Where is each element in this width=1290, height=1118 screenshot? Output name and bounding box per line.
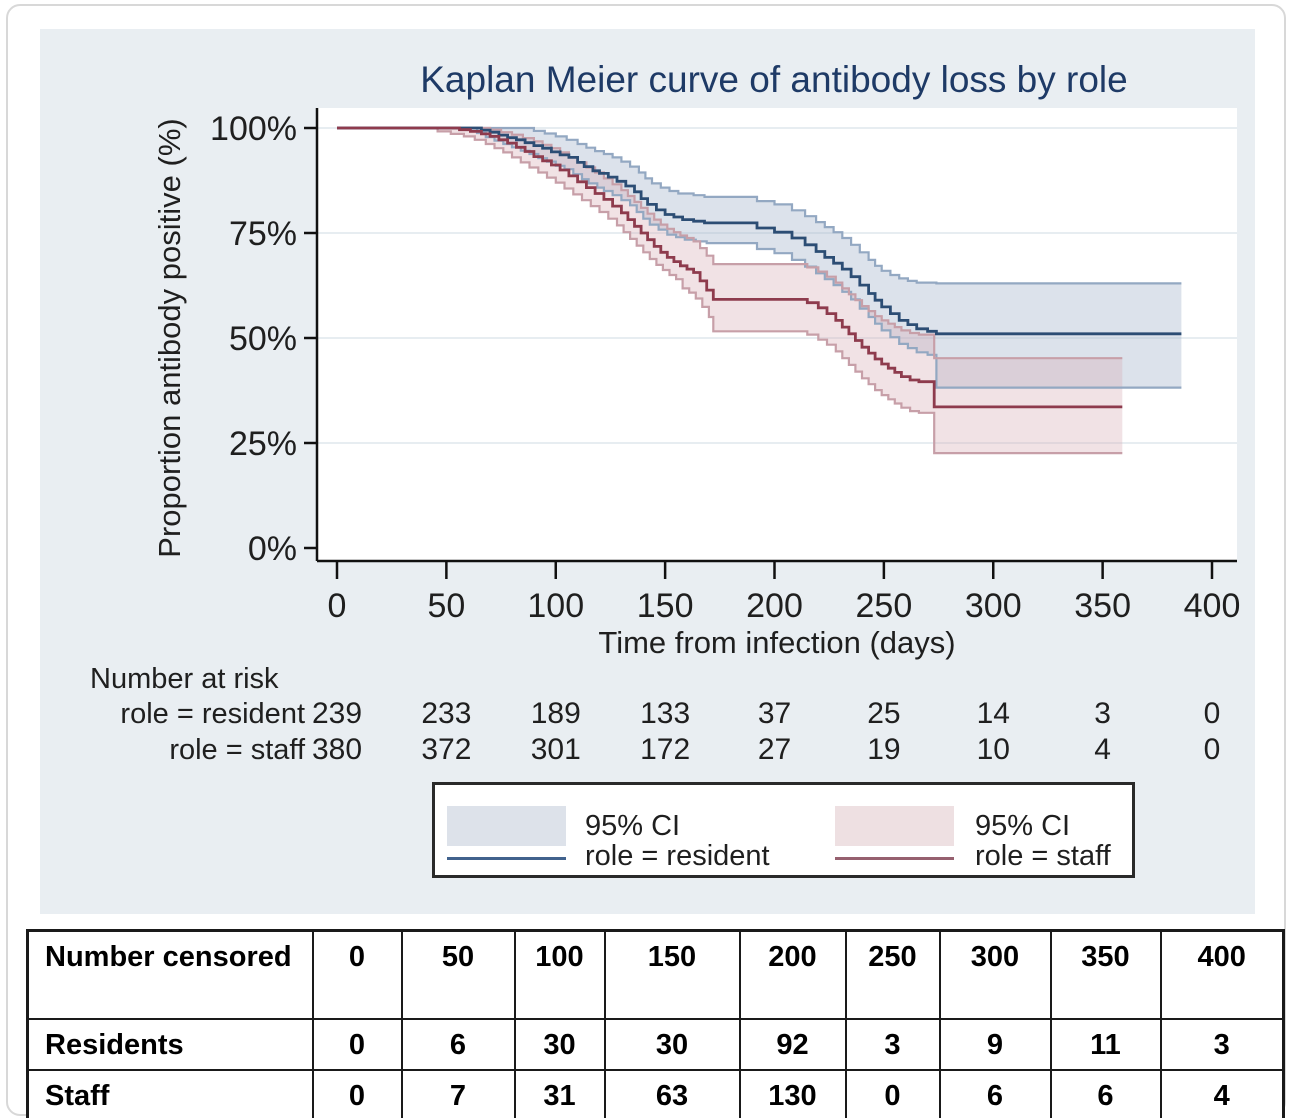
censored-col-header: 200 <box>738 929 847 1020</box>
at-risk-value: 0 <box>1204 733 1221 766</box>
censored-value-cell: 3 <box>1159 1017 1285 1072</box>
at-risk-value: 27 <box>758 733 791 766</box>
staff-ci-upper-edge <box>337 126 1123 360</box>
censored-value-cell: 0 <box>311 1069 403 1118</box>
censored-row-label: Residents <box>26 1017 314 1072</box>
at-risk-value: 372 <box>421 733 471 766</box>
number-censored-table: Number censored 0 50 100 150 200 250 300 350 400… <box>26 929 1285 1118</box>
censored-col-header: 250 <box>844 929 941 1020</box>
y-tick-label: 75% <box>229 215 297 253</box>
censored-row-residents: Residents 0 6 30 30 92 3 9 11 3 <box>26 1017 1285 1072</box>
x-tick-label: 300 <box>965 587 1022 625</box>
staff-km-line <box>337 126 1123 409</box>
at-risk-value: 3 <box>1094 697 1111 730</box>
at-risk-value: 133 <box>640 697 690 730</box>
at-risk-value: 19 <box>867 733 900 766</box>
y-tick-label: 100% <box>210 110 297 148</box>
censored-value-cell: 63 <box>603 1069 741 1118</box>
censored-value-cell: 6 <box>400 1017 516 1072</box>
x-tick-label: 100 <box>527 587 584 625</box>
x-tick-label: 150 <box>637 587 694 625</box>
censored-col-header: 0 <box>311 929 403 1020</box>
x-tick-label: 50 <box>427 587 465 625</box>
staff-ci-band <box>337 128 1123 454</box>
staff-line-swatch <box>835 857 954 860</box>
censored-corner-label: Number censored <box>26 929 314 1020</box>
x-tick-label: 400 <box>1184 587 1241 625</box>
censored-col-header: 300 <box>938 929 1052 1020</box>
staff-ci-label: 95% CI <box>975 810 1071 842</box>
censored-row-label: Staff <box>26 1069 314 1118</box>
chart-title: Kaplan Meier curve of antibody loss by r… <box>420 59 1127 100</box>
resident-line-label: role = resident <box>585 840 770 872</box>
censored-value-cell: 130 <box>738 1069 847 1118</box>
censored-value-cell: 4 <box>1159 1069 1285 1118</box>
censored-value-cell: 9 <box>938 1017 1052 1072</box>
censored-value-cell: 92 <box>738 1017 847 1072</box>
at-risk-value: 0 <box>1204 697 1221 730</box>
x-axis-label: Time from infection (days) <box>598 625 955 660</box>
x-tick-label: 200 <box>746 587 803 625</box>
censored-value-cell: 0 <box>311 1017 403 1072</box>
censored-value-cell: 6 <box>1049 1069 1162 1118</box>
at-risk-value: 380 <box>312 733 362 766</box>
censored-value-cell: 30 <box>603 1017 741 1072</box>
resident-ci-label: 95% CI <box>585 810 681 842</box>
at-risk-value: 10 <box>977 733 1010 766</box>
resident-ci-upper-edge <box>337 126 1182 285</box>
censored-row-staff: Staff 0 7 31 63 130 0 6 6 4 <box>26 1069 1285 1118</box>
censored-value-cell: 30 <box>513 1017 606 1072</box>
censored-col-header: 100 <box>513 929 606 1020</box>
censored-value-cell: 3 <box>844 1017 941 1072</box>
censored-value-cell: 11 <box>1049 1017 1162 1072</box>
at-risk-value: 25 <box>867 697 900 730</box>
at-risk-value: 37 <box>758 697 791 730</box>
x-tick-label: 0 <box>328 587 347 625</box>
censored-value-cell: 31 <box>513 1069 606 1118</box>
at-risk-value: 233 <box>421 697 471 730</box>
x-tick-label: 350 <box>1074 587 1131 625</box>
x-tick-label: 250 <box>856 587 913 625</box>
kaplan-meier-chart: 100%75%50%25%0%0 50 100 150 200 250 300 350 400K… <box>40 29 1255 914</box>
y-tick-label: 50% <box>229 320 297 358</box>
at-risk-value: 301 <box>531 733 581 766</box>
censored-col-header: 350 <box>1049 929 1162 1020</box>
at-risk-heading: Number at risk <box>90 663 279 695</box>
censored-header-row: Number censored 0 50 100 150 200 250 300 350 400 <box>26 929 1285 1020</box>
at-risk-row-label: role = staff <box>169 734 306 766</box>
chart-legend: 95% CI 95% CI role = resident role = sta… <box>432 782 1135 878</box>
censored-col-header: 400 <box>1159 929 1285 1020</box>
censored-value-cell: 7 <box>400 1069 516 1118</box>
censored-value-cell: 0 <box>844 1069 941 1118</box>
at-risk-value: 14 <box>977 697 1010 730</box>
resident-ci-swatch <box>447 806 566 846</box>
at-risk-value: 239 <box>312 697 362 730</box>
censored-value-cell: 6 <box>938 1069 1052 1118</box>
at-risk-value: 172 <box>640 733 690 766</box>
figure-card: 100% 75% 50% 25% 0% 0 50 100 150 200 250 300 350 400 K… <box>6 4 1286 1118</box>
y-tick-label: 25% <box>229 425 297 463</box>
censored-col-header: 150 <box>603 929 741 1020</box>
y-axis-label: Proportion antibody positive (%) <box>152 118 187 557</box>
censored-col-header: 50 <box>400 929 516 1020</box>
staff-ci-lower-edge <box>337 126 1123 455</box>
at-risk-value: 4 <box>1094 733 1111 766</box>
y-tick-label: 0% <box>248 530 297 568</box>
staff-line-label: role = staff <box>975 840 1111 872</box>
resident-line-swatch <box>447 857 566 860</box>
resident-ci-band <box>337 128 1182 388</box>
at-risk-row-label: role = resident <box>120 698 305 730</box>
staff-ci-swatch <box>835 806 954 846</box>
resident-km-line <box>337 126 1182 336</box>
at-risk-value: 189 <box>531 697 581 730</box>
